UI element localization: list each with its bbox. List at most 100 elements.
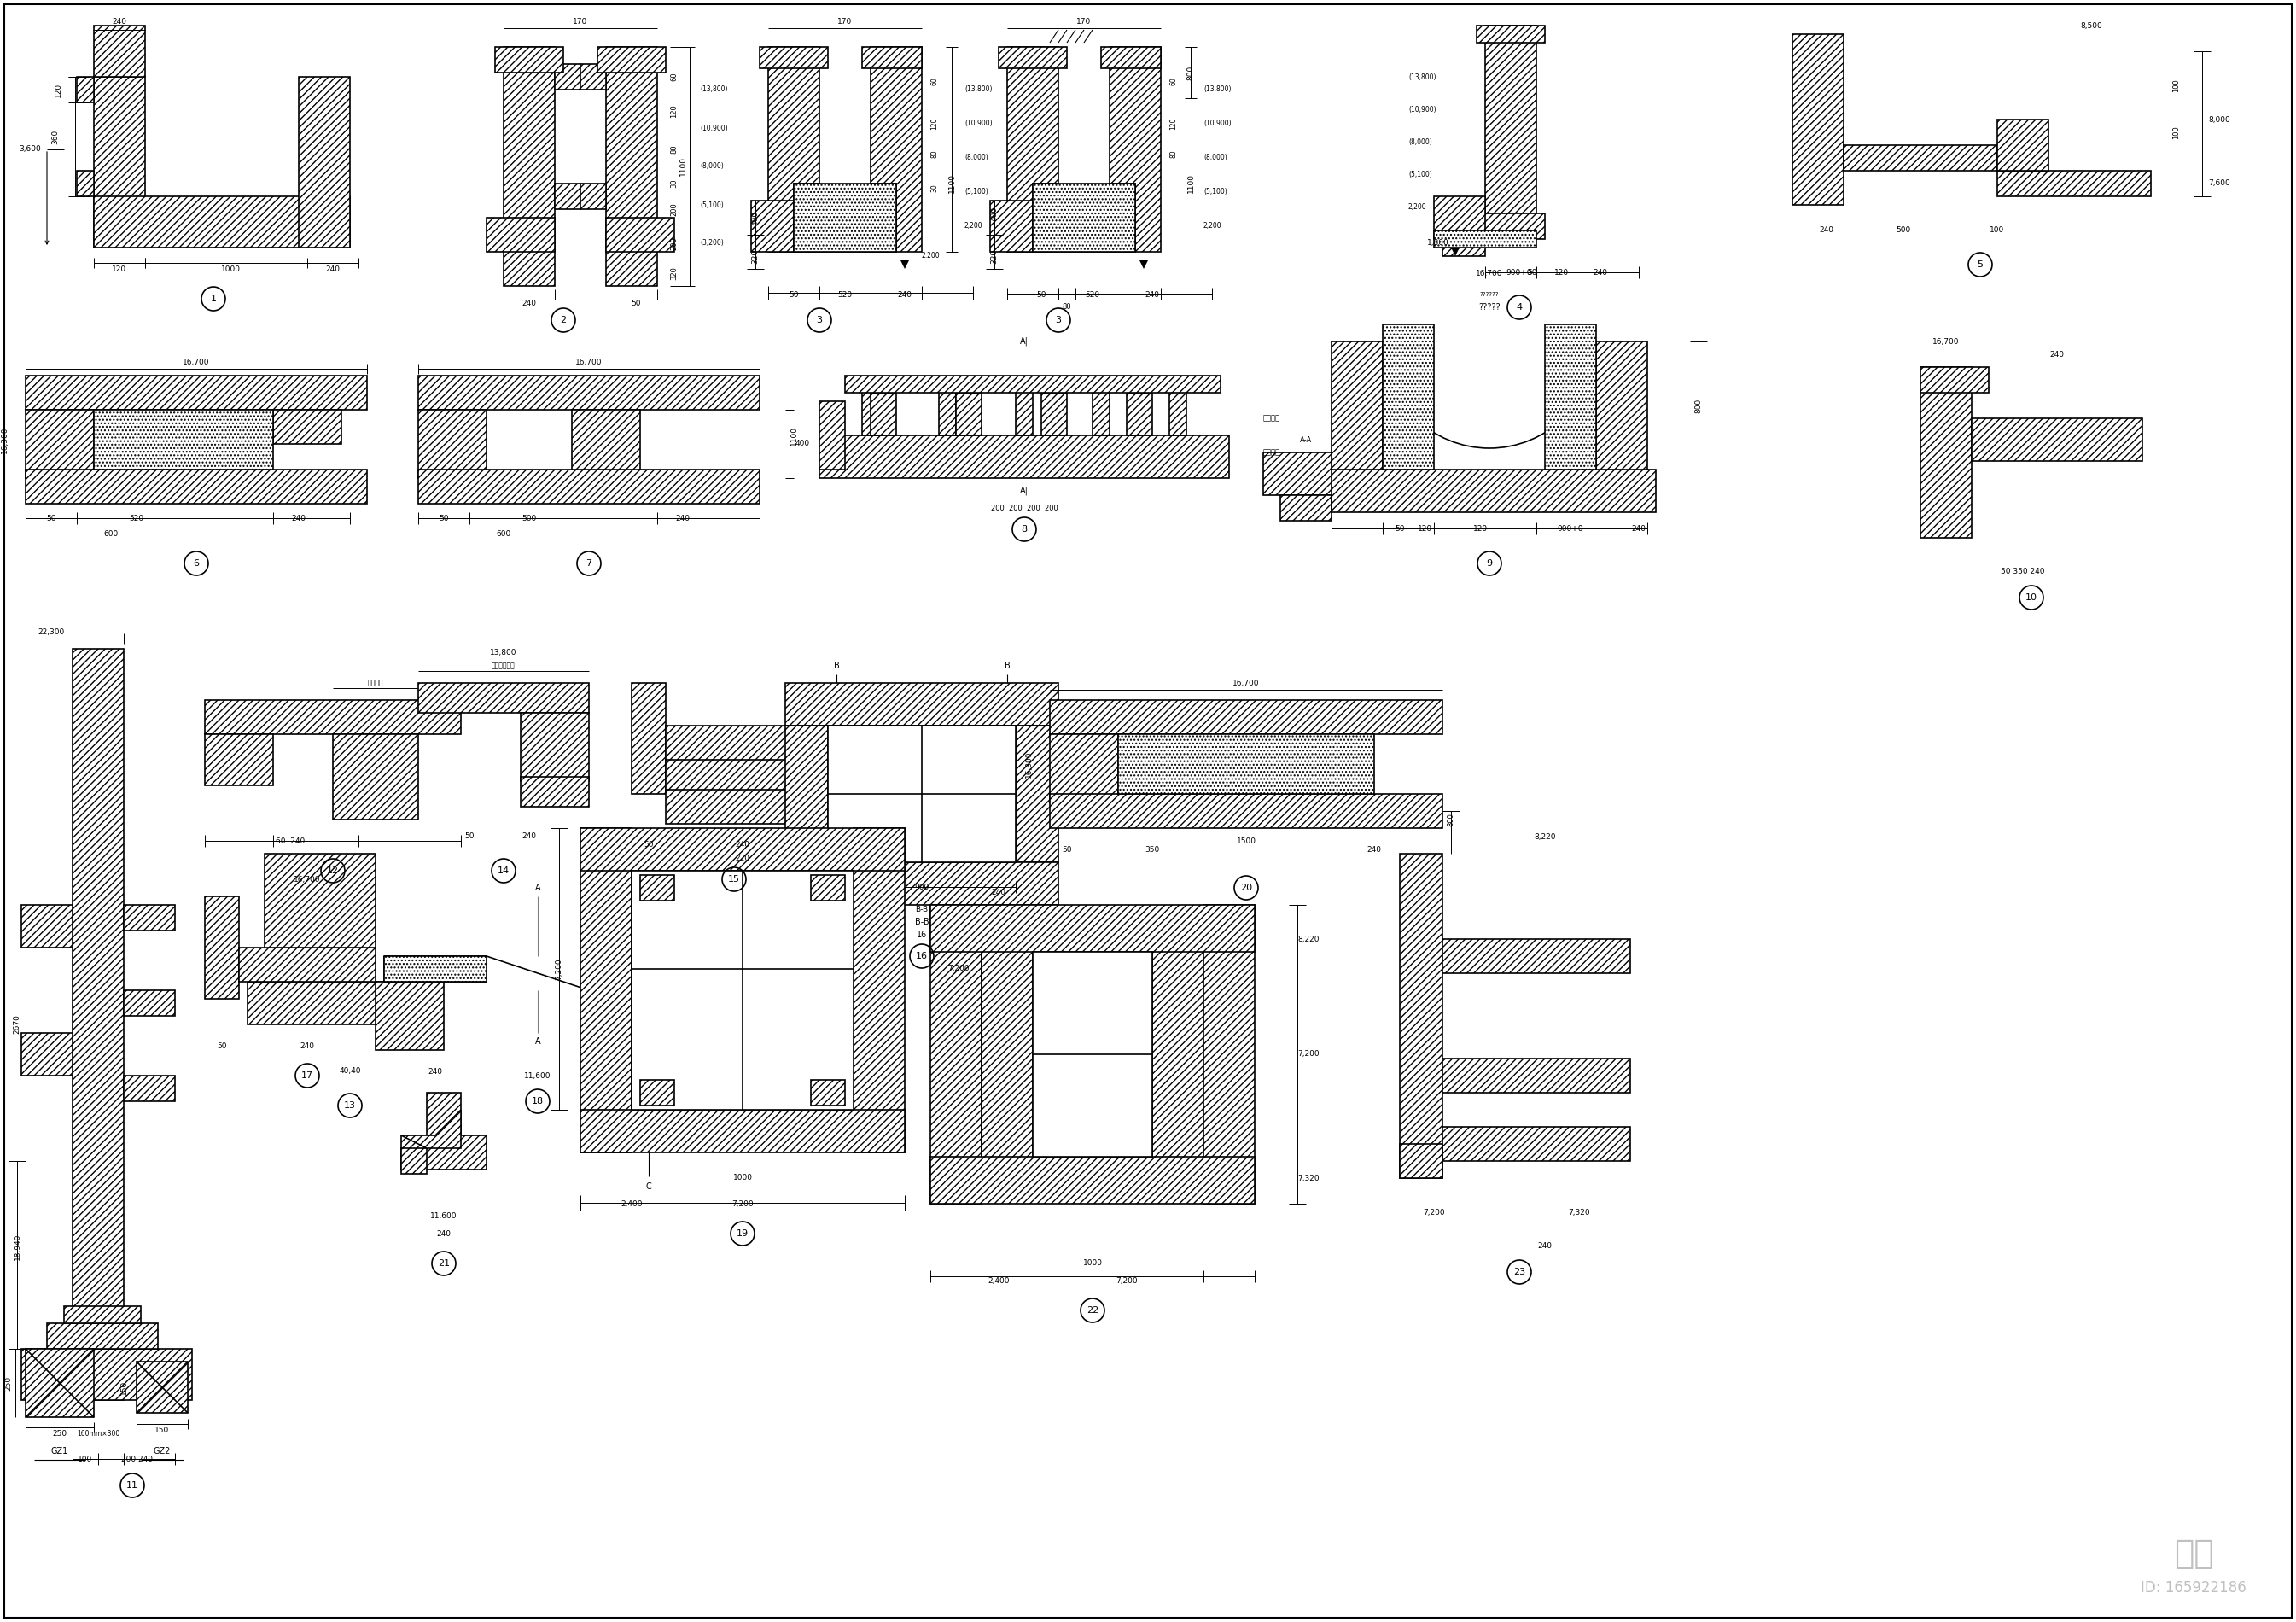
Text: 400: 400	[751, 211, 760, 225]
Text: 60  240: 60 240	[276, 837, 305, 845]
Bar	[581, 1109, 905, 1153]
Bar	[94, 410, 273, 469]
Text: 2: 2	[560, 316, 567, 324]
Bar	[581, 63, 606, 89]
Bar	[204, 735, 273, 785]
Text: 16,700: 16,700	[1476, 269, 1504, 277]
Text: 240: 240	[436, 1229, 450, 1238]
Bar	[794, 225, 870, 251]
Text: 240: 240	[1366, 845, 1382, 853]
Text: 30: 30	[930, 183, 939, 191]
Text: 8,500: 8,500	[2080, 21, 2103, 29]
Polygon shape	[900, 261, 909, 269]
Text: 160mm×300: 160mm×300	[76, 1431, 119, 1439]
Text: 50: 50	[631, 298, 641, 307]
Bar	[124, 905, 174, 931]
Text: 1000: 1000	[1084, 1260, 1102, 1267]
Text: 7,200: 7,200	[948, 965, 969, 973]
Text: 100: 100	[2172, 78, 2181, 92]
Text: 6: 6	[193, 560, 200, 568]
Bar	[264, 853, 377, 1007]
Text: 50: 50	[218, 1041, 227, 1049]
Bar	[418, 683, 590, 712]
Text: 3,600: 3,600	[18, 146, 41, 152]
Text: 16,700: 16,700	[576, 358, 602, 367]
Bar	[1435, 230, 1536, 248]
Text: GZ2: GZ2	[154, 1447, 170, 1455]
Bar	[666, 759, 810, 793]
Text: 900+0: 900+0	[1506, 269, 1531, 277]
Text: 7,200: 7,200	[732, 1200, 753, 1207]
Bar	[785, 725, 829, 863]
Bar	[666, 790, 810, 824]
Bar	[572, 410, 641, 478]
Bar	[794, 183, 820, 251]
Bar	[810, 1080, 845, 1106]
Bar	[418, 376, 760, 410]
Bar	[1127, 393, 1153, 435]
Bar	[870, 183, 895, 251]
Text: 240: 240	[326, 264, 340, 272]
Bar	[581, 183, 606, 209]
Text: 240: 240	[521, 832, 537, 840]
Text: 3: 3	[817, 316, 822, 324]
Text: 150: 150	[119, 1380, 129, 1395]
Text: 2,400: 2,400	[620, 1200, 643, 1207]
Text: 22,300: 22,300	[37, 628, 64, 636]
Text: 800: 800	[1446, 813, 1456, 826]
Text: 50: 50	[46, 516, 55, 522]
Bar	[1332, 469, 1655, 513]
Text: 240: 240	[301, 1041, 315, 1049]
Bar	[1042, 393, 1068, 435]
Bar	[503, 47, 556, 285]
Text: 520: 520	[1086, 290, 1100, 298]
Text: (10,900): (10,900)	[1203, 120, 1231, 128]
Text: A|: A|	[1019, 487, 1029, 495]
Text: (13,800): (13,800)	[1407, 73, 1435, 81]
Text: (3,200): (3,200)	[700, 240, 723, 247]
Bar	[785, 863, 1058, 905]
Text: (10,900): (10,900)	[964, 120, 992, 128]
Bar	[983, 947, 1033, 1161]
Bar	[521, 777, 590, 806]
Text: 8,000: 8,000	[2209, 115, 2229, 123]
Text: 19: 19	[737, 1229, 748, 1238]
Polygon shape	[1451, 248, 1460, 256]
Text: 120: 120	[1169, 118, 1178, 130]
Text: 30: 30	[670, 178, 677, 188]
Text: 50: 50	[790, 290, 799, 298]
Text: (13,800): (13,800)	[700, 86, 728, 94]
Text: 16,700: 16,700	[294, 876, 321, 882]
Text: A|: A|	[1019, 337, 1029, 345]
Text: 520: 520	[129, 516, 145, 522]
Text: 120: 120	[55, 83, 62, 97]
Text: 3: 3	[1056, 316, 1061, 324]
Bar	[25, 410, 94, 478]
Bar	[1545, 324, 1596, 469]
Text: 520: 520	[838, 290, 852, 298]
Bar	[124, 1075, 174, 1101]
Text: 18,940: 18,940	[14, 1233, 21, 1260]
Bar	[794, 183, 895, 251]
Bar	[939, 384, 955, 435]
Text: 200: 200	[670, 203, 677, 216]
Text: 外墙材料: 外墙材料	[1263, 449, 1281, 456]
Bar	[25, 1350, 94, 1418]
Text: (8,000): (8,000)	[700, 162, 723, 170]
Bar	[1919, 367, 1972, 539]
Bar	[1153, 947, 1203, 1161]
Bar	[930, 905, 1254, 952]
Text: 知末: 知末	[2174, 1538, 2213, 1570]
Text: 1500: 1500	[1235, 837, 1256, 845]
Bar	[427, 1093, 461, 1161]
Text: (8,000): (8,000)	[964, 154, 987, 162]
Text: 13,800: 13,800	[489, 649, 517, 657]
Bar	[1109, 183, 1134, 251]
Text: 240: 240	[1632, 526, 1646, 534]
Bar	[861, 47, 921, 68]
Text: 7: 7	[585, 560, 592, 568]
Bar	[1281, 495, 1332, 521]
Text: 240: 240	[292, 516, 305, 522]
Text: B: B	[833, 662, 840, 670]
Text: (13,800): (13,800)	[1203, 86, 1231, 94]
